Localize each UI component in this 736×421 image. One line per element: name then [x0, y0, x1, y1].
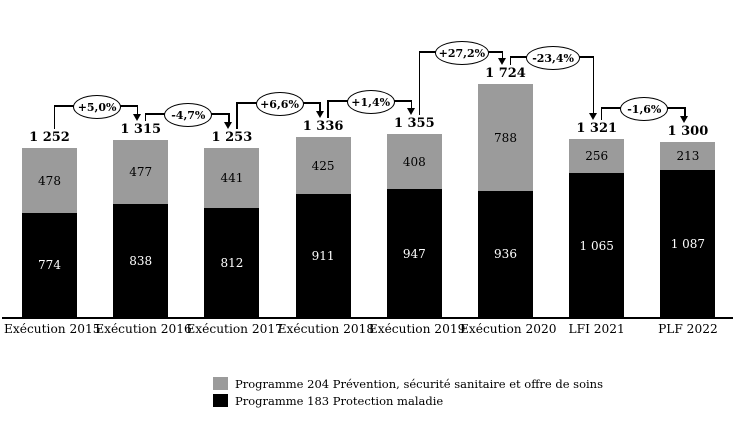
connector-up-line — [509, 57, 512, 66]
bar-total-label: 1 724 — [485, 66, 526, 82]
legend-swatch-programme-204 — [213, 377, 228, 390]
connector-down-line — [684, 108, 686, 117]
bar-segment-programme-204: 425 — [295, 136, 351, 195]
x-axis-label: Exécution 2019 — [368, 322, 466, 336]
arrow-down-icon — [589, 112, 598, 120]
arrow-down-icon — [406, 108, 415, 116]
bar-segment-programme-204: 788 — [478, 84, 533, 191]
connector-down-line — [228, 114, 230, 123]
bar-segment-programme-183: 774 — [22, 212, 77, 318]
bar-total-label: 1 355 — [393, 116, 435, 132]
legend-item-programme-204: Programme 204 Prévention, sécurité sanit… — [213, 375, 603, 392]
connector-up-line — [327, 101, 329, 118]
connector-down-line — [592, 57, 595, 114]
connector-down-line — [319, 103, 321, 112]
x-axis-label: Exécution 2015 — [4, 322, 101, 336]
connector-up-line — [144, 114, 147, 121]
chart-legend: Programme 204 Prévention, sécurité sanit… — [213, 375, 603, 409]
arrow-down-icon — [315, 110, 324, 118]
bar-segment-programme-204: 477 — [113, 139, 169, 205]
legend-swatch-programme-183 — [213, 394, 228, 407]
bar-segment-programme-204: 256 — [569, 138, 625, 174]
bar-total-label: 1 252 — [29, 130, 70, 146]
connector-up-line — [236, 103, 238, 129]
x-axis-line — [2, 316, 733, 319]
bar-segment-programme-183: 911 — [295, 194, 351, 318]
bar-total-label: 1 315 — [120, 121, 162, 137]
arrow-down-icon — [224, 121, 233, 129]
bar-segment-programme-183: 812 — [204, 207, 260, 318]
connector-down-line — [136, 106, 139, 115]
bar-segment-programme-204: 408 — [386, 134, 442, 190]
legend-item-programme-183: Programme 183 Protection maladie — [213, 392, 603, 409]
x-axis-label: PLF 2022 — [658, 322, 718, 336]
bar-segment-programme-204: 478 — [22, 148, 77, 213]
x-axis-label: Exécution 2020 — [460, 322, 557, 336]
x-axis-label: Exécution 2018 — [277, 322, 375, 336]
connector-up-line — [600, 108, 603, 120]
bar-total-label: 1 253 — [211, 129, 253, 145]
change-percent-badge: -23,4% — [526, 46, 581, 70]
bar-segment-programme-183: 1 065 — [569, 173, 625, 318]
connector-down-line — [501, 52, 504, 60]
bar-segment-programme-183: 838 — [113, 204, 169, 318]
bar-segment-programme-204: 213 — [660, 141, 716, 171]
bar-segment-programme-183: 936 — [478, 190, 533, 318]
x-axis-label: Exécution 2017 — [186, 322, 283, 336]
connector-up-line — [418, 52, 421, 116]
bar-segment-programme-183: 1 087 — [660, 170, 716, 318]
arrow-down-icon — [680, 115, 689, 123]
x-axis-label: Exécution 2016 — [95, 322, 192, 336]
bar-total-label: 1 300 — [667, 123, 709, 139]
legend-label-programme-204: Programme 204 Prévention, sécurité sanit… — [235, 376, 603, 391]
change-percent-badge: +5,0% — [73, 95, 122, 119]
bar-total-label: 1 336 — [302, 118, 344, 134]
change-percent-badge: +6,6% — [255, 92, 304, 116]
change-percent-badge: +1,4% — [346, 90, 395, 114]
change-percent-badge: -1,6% — [620, 97, 669, 121]
bar-segment-programme-183: 947 — [386, 189, 442, 318]
change-percent-badge: -4,7% — [164, 103, 213, 127]
legend-label-programme-183: Programme 183 Protection maladie — [235, 393, 444, 408]
arrow-down-icon — [133, 113, 142, 121]
connector-down-line — [410, 101, 413, 110]
arrow-down-icon — [498, 58, 506, 66]
bar-segment-programme-204: 441 — [204, 147, 260, 208]
bar-total-label: 1 321 — [576, 120, 618, 136]
change-percent-badge: +27,2% — [434, 41, 489, 65]
connector-up-line — [53, 106, 56, 130]
x-axis-label: LFI 2021 — [568, 322, 625, 336]
